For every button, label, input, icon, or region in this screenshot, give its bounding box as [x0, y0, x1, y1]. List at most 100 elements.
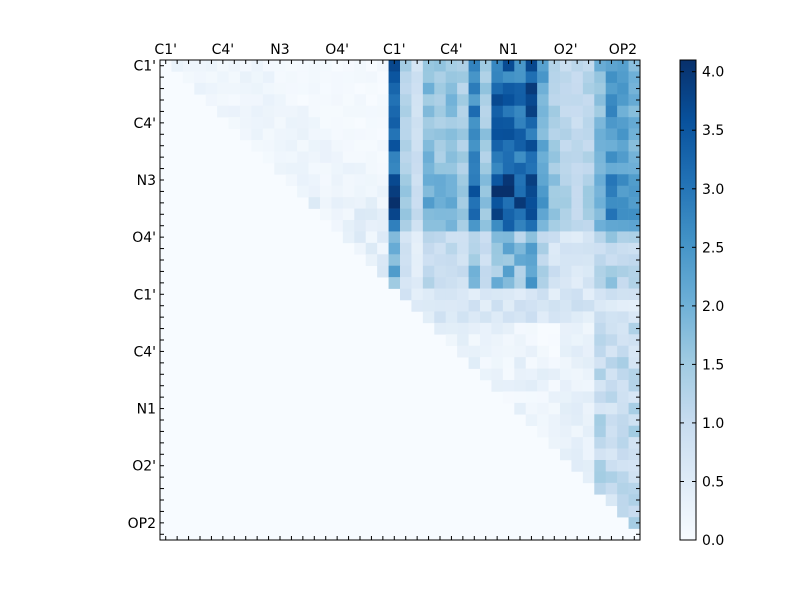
heatmap-cell	[308, 185, 321, 198]
heatmap-cell	[228, 117, 241, 129]
heatmap-cell	[468, 162, 481, 175]
heatmap-cell	[320, 117, 332, 129]
heatmap-cell	[525, 162, 538, 175]
heatmap-cell	[571, 254, 584, 267]
heatmap-cell	[514, 82, 527, 95]
heatmap-cell	[594, 368, 607, 381]
heatmap-cell	[582, 185, 595, 198]
heatmap-cell	[434, 117, 447, 129]
heatmap-cell	[582, 140, 595, 152]
heatmap-cell	[628, 288, 641, 301]
heatmap-cell	[617, 357, 629, 369]
heatmap-cell	[514, 231, 527, 244]
heatmap-cell	[502, 151, 515, 164]
heatmap-cell	[468, 105, 481, 118]
heatmap-cell	[491, 71, 504, 84]
heatmap-cell	[274, 71, 287, 84]
heatmap-cell	[582, 322, 595, 335]
heatmap-cell	[422, 242, 435, 255]
heatmap-cell	[320, 151, 332, 164]
heatmap-cell	[594, 288, 607, 301]
heatmap-cell	[480, 345, 492, 358]
heatmap-cell	[605, 300, 618, 312]
heatmap-cell	[594, 448, 607, 461]
y-tick-label: N3	[137, 173, 156, 189]
heatmap-cell	[560, 82, 572, 95]
heatmap-cell	[605, 265, 618, 278]
heatmap-cell	[617, 117, 629, 129]
heatmap-cell	[434, 105, 447, 118]
heatmap-cell	[525, 71, 538, 84]
heatmap-cell	[594, 482, 607, 495]
heatmap-cell	[342, 94, 355, 107]
heatmap-cell	[400, 60, 412, 72]
heatmap-cell	[514, 368, 527, 381]
heatmap-cell	[445, 71, 458, 84]
heatmap-cell	[377, 60, 389, 72]
heatmap-cell	[560, 357, 572, 369]
heatmap-cell	[502, 300, 515, 312]
heatmap-cell	[308, 162, 321, 175]
heatmap-cell	[582, 231, 595, 244]
heatmap-cell	[262, 128, 275, 141]
heatmap-cell	[560, 220, 572, 232]
heatmap-cell	[582, 162, 595, 175]
heatmap-cell	[502, 117, 515, 129]
heatmap-cell	[342, 197, 355, 209]
heatmap-cell	[342, 162, 355, 175]
heatmap-cell	[537, 60, 549, 72]
heatmap-cell	[468, 357, 481, 369]
heatmap-cell	[571, 334, 584, 347]
heatmap-cell	[514, 402, 527, 415]
heatmap-cell	[400, 197, 412, 209]
heatmap-cell	[342, 208, 355, 221]
heatmap-cell	[331, 197, 344, 209]
heatmap-cell	[434, 231, 447, 244]
heatmap-cell	[354, 71, 367, 84]
heatmap-cell	[411, 208, 424, 221]
heatmap-cell	[354, 197, 367, 209]
heatmap-cell	[342, 128, 355, 141]
heatmap-cell	[514, 380, 527, 392]
heatmap-cell	[342, 105, 355, 118]
heatmap-cell	[560, 391, 572, 404]
heatmap-cell	[274, 151, 287, 164]
heatmap-cell	[605, 402, 618, 415]
heatmap-cell	[617, 128, 629, 141]
heatmap-cell	[468, 208, 481, 221]
y-tick-label: N1	[137, 402, 156, 418]
heatmap-cell	[605, 220, 618, 232]
heatmap-cell	[617, 494, 629, 507]
heatmap-cell	[628, 448, 641, 461]
heatmap-cell	[434, 254, 447, 267]
heatmap-cell	[605, 128, 618, 141]
heatmap-cell	[480, 288, 492, 301]
heatmap-cell	[491, 140, 504, 152]
heatmap-cell	[434, 71, 447, 84]
heatmap-cell	[560, 162, 572, 175]
heatmap-cell	[548, 277, 561, 289]
heatmap-cell	[434, 322, 447, 335]
heatmap-cell	[628, 151, 641, 164]
heatmap-cell	[274, 117, 287, 129]
heatmap-cell	[582, 254, 595, 267]
heatmap-cell	[560, 265, 572, 278]
heatmap-cell	[571, 448, 584, 461]
heatmap-cell	[594, 254, 607, 267]
heatmap-cell	[400, 174, 412, 187]
heatmap-cell	[251, 140, 264, 152]
heatmap-cell	[388, 231, 401, 244]
heatmap-cell	[582, 288, 595, 301]
heatmap-cell	[297, 117, 309, 129]
heatmap-cell	[537, 220, 549, 232]
colorbar-ticks: 0.0 0.5 1.0 1.5 2.0 2.5 3.0 3.5 4.0	[680, 65, 724, 549]
heatmap-cell	[457, 174, 469, 187]
heatmap-cell	[388, 208, 401, 221]
heatmap-cell	[514, 60, 527, 72]
heatmap-cell	[365, 162, 378, 175]
heatmap-cell	[331, 82, 344, 95]
heatmap-cell	[594, 471, 607, 484]
heatmap-cell	[560, 231, 572, 244]
heatmap-cell	[491, 345, 504, 358]
heatmap-cell	[491, 117, 504, 129]
